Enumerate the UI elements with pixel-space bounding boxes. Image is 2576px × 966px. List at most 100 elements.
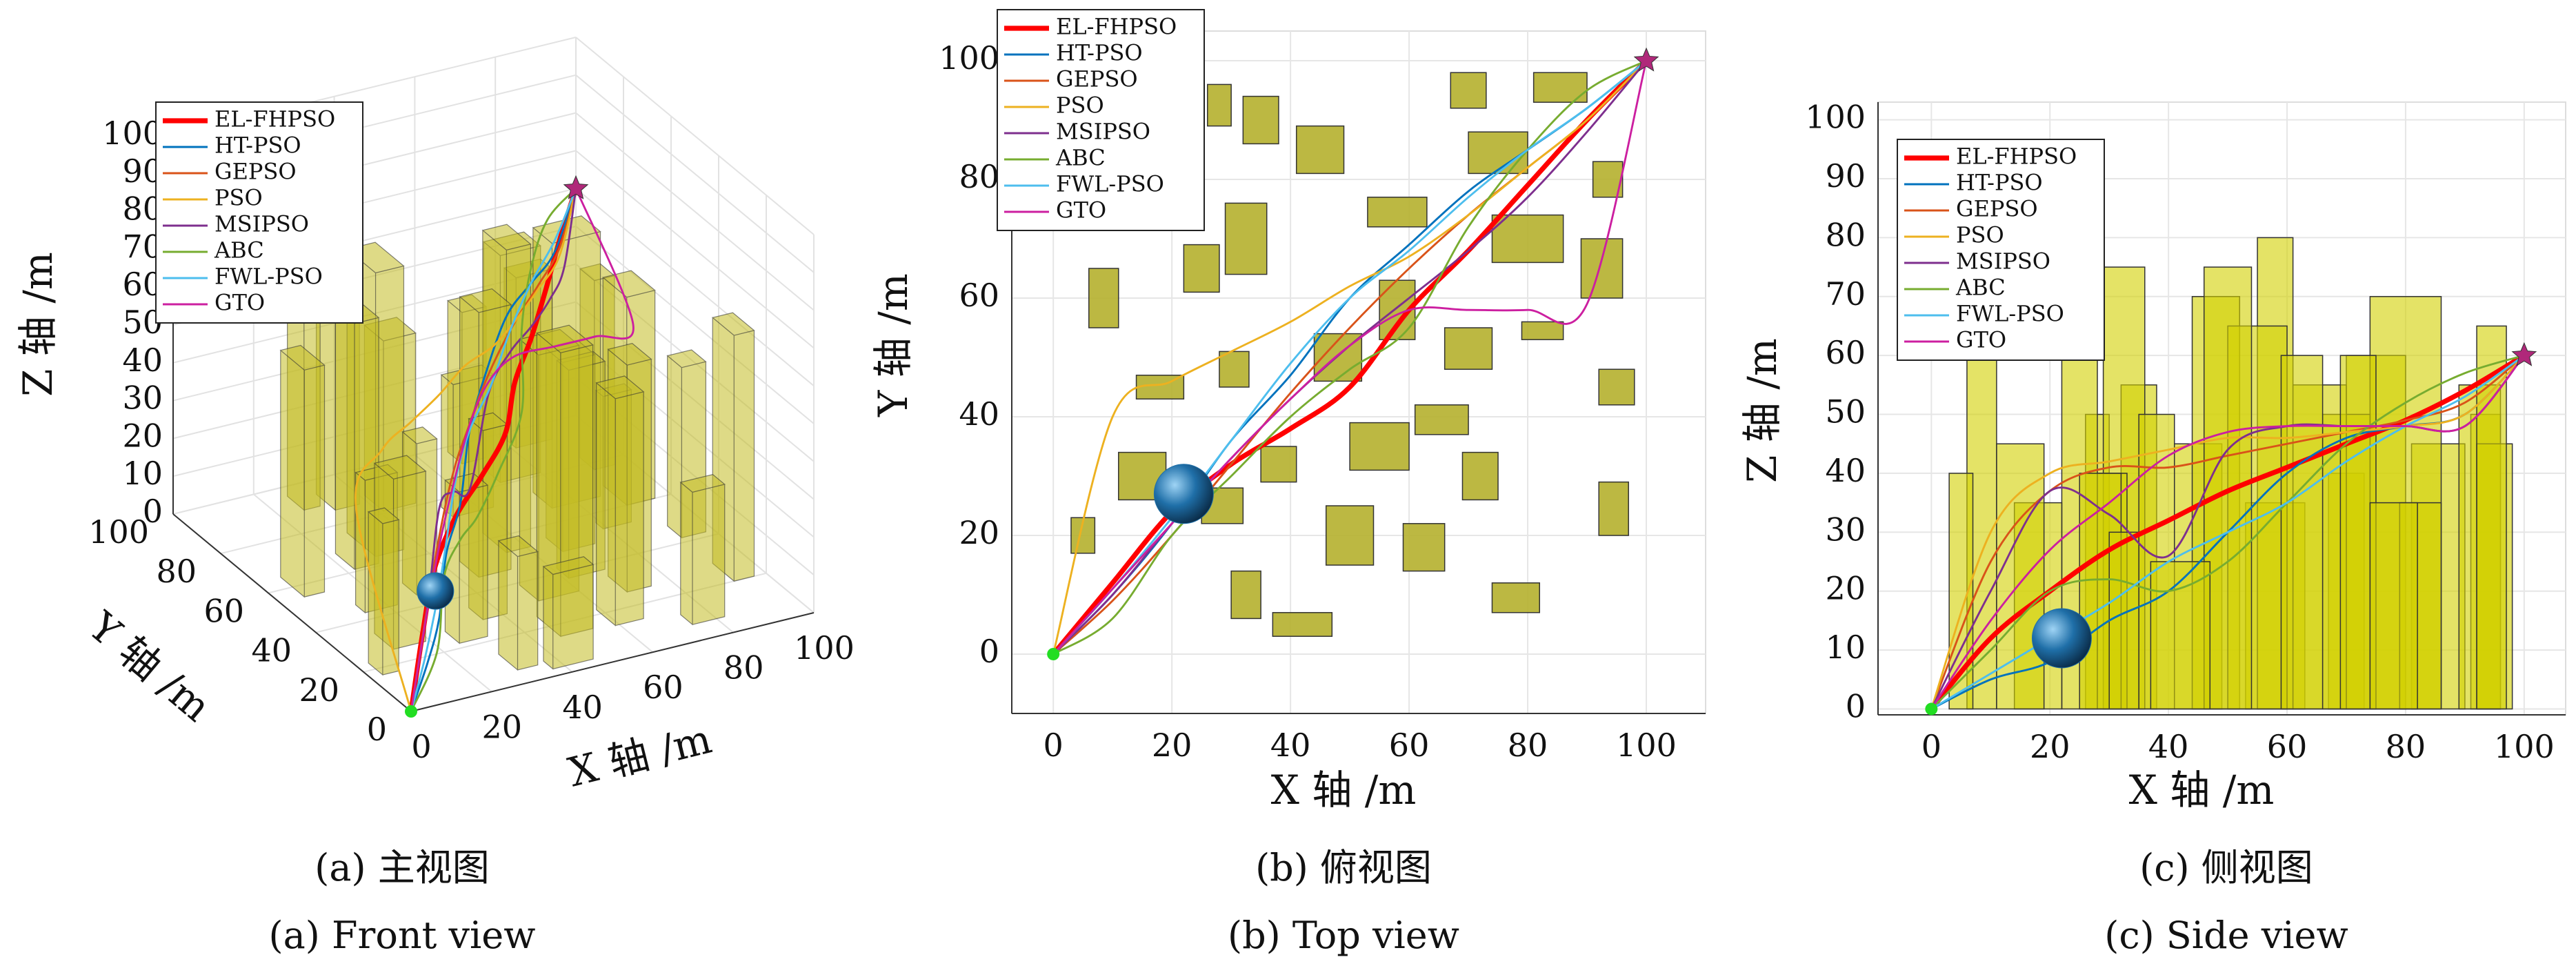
legend-label: HT-PSO: [1956, 170, 2043, 196]
path-line: [354, 188, 577, 712]
x-tick-label: 0: [411, 728, 431, 765]
legend-label: GEPSO: [1956, 196, 2038, 222]
legend-label: MSIPSO: [1956, 248, 2050, 275]
x-tick-label: 40: [562, 689, 603, 726]
caption-en: (c) Side view: [2104, 914, 2348, 957]
y-tick-label: 60: [203, 592, 244, 629]
obstacle: [1580, 238, 1624, 299]
legend-label: PSO: [1956, 222, 2004, 248]
obstacle: [1325, 505, 1375, 566]
x-tick-label: 0: [1921, 728, 1941, 765]
grid-line: [575, 112, 815, 311]
obstacle: [1996, 443, 2045, 710]
obstacle: [1230, 570, 1261, 620]
legend-label: FWL-PSO: [1056, 171, 1164, 197]
x-tick-label: 20: [2030, 728, 2070, 765]
path-line: [1052, 59, 1647, 655]
z-tick-label: 40: [122, 342, 163, 379]
z-tick-label: 0: [143, 493, 163, 530]
y-tick-label: 0: [979, 633, 999, 670]
z-tick-label: 100: [102, 115, 163, 152]
sphere-obstacle: [417, 572, 455, 610]
y-tick-label: 10: [1825, 629, 1866, 666]
legend-label: HT-PSO: [214, 132, 301, 159]
legend-label: GEPSO: [1056, 66, 1138, 92]
y-tick-label: 70: [1825, 275, 1866, 313]
obstacle: [1521, 321, 1564, 340]
obstacle: [1295, 125, 1345, 175]
path-line: [1930, 355, 2525, 709]
legend-label: PSO: [214, 185, 263, 211]
caption-en: (a) Front view: [269, 914, 536, 957]
obstacle: [1272, 612, 1333, 637]
path-line: [1930, 355, 2525, 709]
obstacle: [2369, 502, 2418, 710]
grid-line: [575, 226, 815, 424]
z-tick-label: 30: [122, 379, 163, 417]
legend-label: GTO: [214, 290, 265, 316]
y-tick-label: 100: [1805, 99, 1866, 136]
y-tick-label: 100: [939, 39, 999, 77]
x-tick-label: 80: [1508, 727, 1548, 764]
x-axis: [410, 612, 815, 712]
path-line: [410, 188, 577, 712]
legend-label: GTO: [1056, 197, 1106, 224]
y-tick-label: 50: [1825, 393, 1866, 431]
y-tick-label: 80: [156, 553, 197, 590]
start-point: [1925, 702, 1938, 716]
obstacle: [2203, 266, 2253, 710]
obstacle: [1260, 446, 1297, 483]
x-tick-label: 60: [643, 669, 683, 706]
legend-label: PSO: [1056, 92, 1104, 119]
obstacle: [1491, 582, 1540, 613]
obstacle: [595, 375, 645, 627]
obstacle: [1402, 523, 1446, 572]
start-point: [1047, 648, 1060, 660]
x-tick-label: 60: [1389, 727, 1430, 764]
end-point: [2511, 342, 2537, 366]
obstacle: [279, 344, 326, 598]
obstacle: [1414, 404, 1469, 435]
legend-label: EL-FHPSO: [1056, 14, 1177, 40]
end-point: [563, 175, 589, 199]
y-tick-label: 40: [959, 395, 999, 433]
y-tick-label: 20: [1825, 570, 1866, 607]
path-line: [1051, 59, 1648, 656]
legend: EL-FHPSOHT-PSOGEPSOPSOMSIPSOABCFWL-PSOGT…: [1897, 139, 2105, 361]
y-tick-label: 40: [1825, 452, 1866, 489]
obstacle: [1450, 72, 1487, 109]
caption: (b) 俯视图: [1255, 846, 1432, 889]
obstacle: [1349, 422, 1410, 471]
x-axis-label: X 轴 /m: [2129, 767, 2275, 814]
sphere-obstacle: [1153, 464, 1214, 524]
legend-label: ABC: [1955, 275, 2006, 301]
grid-line: [575, 37, 815, 235]
x-tick-label: 100: [1616, 727, 1677, 764]
legend-label: ABC: [1055, 145, 1106, 171]
sphere-obstacle: [2031, 608, 2092, 669]
x-tick-label: 20: [482, 708, 523, 745]
obstacle: [2150, 561, 2211, 710]
legend-box: [997, 9, 1205, 231]
y-axis-label: Y 轴 /m: [870, 273, 917, 417]
x-tick-label: 40: [2148, 728, 2189, 765]
legend-label: HT-PSO: [1056, 40, 1143, 66]
y-axis-label: Y 轴 /m: [79, 602, 220, 731]
path-line: [1930, 355, 2525, 710]
obstacle: [1088, 268, 1119, 328]
path-line: [410, 188, 577, 712]
y-tick-label: 0: [367, 711, 387, 748]
y-axis-label: Z 轴 /m: [1739, 338, 1786, 483]
obstacle: [1598, 368, 1635, 406]
path-line: [1052, 59, 1648, 655]
x-tick-label: 20: [1152, 727, 1192, 764]
legend-box: [1897, 139, 2105, 361]
legend: EL-FHPSOHT-PSOGEPSOPSOMSIPSOABCFWL-PSOGT…: [155, 101, 363, 324]
legend-label: GTO: [1956, 327, 2006, 353]
y-axis: [172, 513, 412, 712]
obstacle: [1444, 327, 1493, 370]
obstacle: [2108, 531, 2139, 710]
grid-line: [575, 150, 815, 349]
path-line: [1052, 60, 1648, 655]
